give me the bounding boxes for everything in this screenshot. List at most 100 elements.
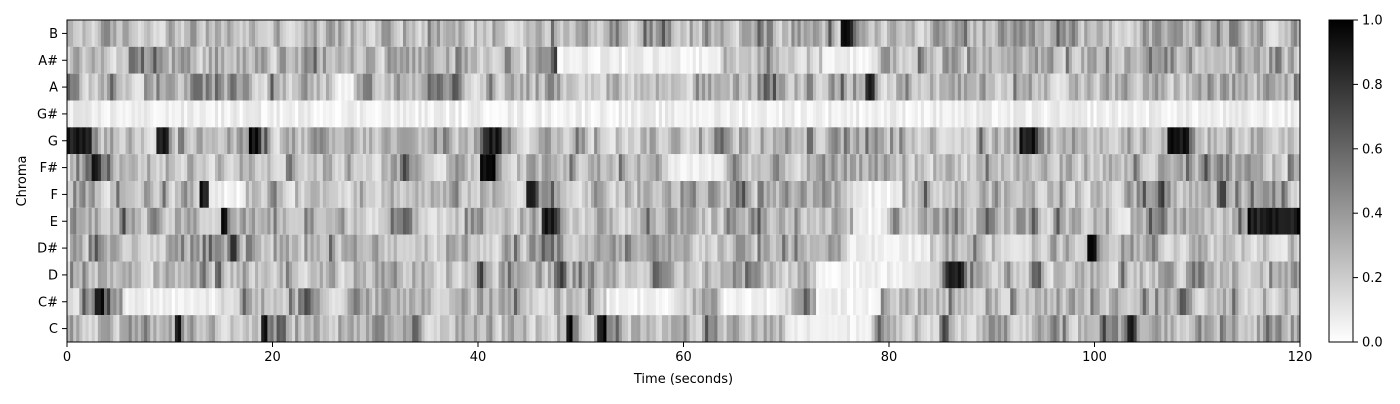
heatmap-cell <box>1121 181 1125 208</box>
heatmap-cell <box>665 207 669 235</box>
heatmap-cell <box>483 154 487 181</box>
heatmap-cell <box>751 46 755 74</box>
heatmap-cell <box>550 20 555 47</box>
heatmap-cell <box>532 207 536 235</box>
heatmap-cell <box>446 127 450 155</box>
heatmap-cell <box>406 315 410 342</box>
heatmap-cell <box>612 181 617 208</box>
heatmap-cell <box>1096 46 1101 74</box>
heatmap-cell <box>615 20 620 47</box>
heatmap-cell <box>782 181 786 208</box>
heatmap-cell <box>313 288 318 316</box>
heatmap-cell <box>1219 154 1224 181</box>
heatmap-cell <box>313 154 318 181</box>
heatmap-cell <box>791 261 795 289</box>
heatmap-cell <box>467 46 472 74</box>
heatmap-cell <box>652 261 657 289</box>
heatmap-cell <box>221 73 225 101</box>
heatmap-cell <box>332 288 336 316</box>
heatmap-cell <box>1152 100 1156 128</box>
heatmap-cell <box>1182 127 1187 155</box>
heatmap-cell <box>732 46 737 74</box>
heatmap-cell <box>779 20 783 47</box>
heatmap-cell <box>939 288 943 316</box>
heatmap-cell <box>168 46 173 74</box>
heatmap-cell <box>455 261 459 289</box>
heatmap-cell <box>433 288 438 316</box>
heatmap-cell <box>600 20 604 47</box>
heatmap-cell <box>1170 73 1175 101</box>
heatmap-cell <box>214 20 219 47</box>
heatmap-cell <box>267 127 271 155</box>
heatmap-cell <box>307 154 311 181</box>
heatmap-cell <box>1136 207 1141 235</box>
heatmap-cell <box>751 207 755 235</box>
heatmap-cell <box>473 288 478 316</box>
heatmap-cell <box>341 288 345 316</box>
heatmap-cell <box>1139 261 1144 289</box>
heatmap-cell <box>985 315 990 342</box>
heatmap-cell <box>1247 20 1252 47</box>
heatmap-cell <box>665 181 669 208</box>
heatmap-cell <box>125 20 130 47</box>
heatmap-cell <box>640 234 644 262</box>
heatmap-cell <box>1028 46 1033 74</box>
heatmap-cell <box>1229 315 1233 342</box>
heatmap-cell <box>788 100 792 128</box>
heatmap-cell <box>816 73 820 101</box>
heatmap-cell <box>646 46 650 74</box>
heatmap-cell <box>831 234 835 262</box>
heatmap-cell <box>239 234 244 262</box>
heatmap-cell <box>147 315 151 342</box>
heatmap-cell <box>671 100 675 128</box>
heatmap-cell <box>812 234 817 262</box>
heatmap-cell <box>128 127 133 155</box>
heatmap-cell <box>738 73 743 101</box>
heatmap-cell <box>587 207 592 235</box>
heatmap-cell <box>430 207 435 235</box>
heatmap-cell <box>270 234 274 262</box>
heatmap-cell <box>131 288 136 316</box>
heatmap-cell <box>67 261 71 289</box>
heatmap-cell <box>587 100 592 128</box>
heatmap-cell <box>338 46 342 74</box>
heatmap-cell <box>991 234 996 262</box>
heatmap-cell <box>964 234 968 262</box>
heatmap-cell <box>427 234 432 262</box>
heatmap-cell <box>880 234 885 262</box>
heatmap-cell <box>954 315 959 342</box>
heatmap-cell <box>535 100 540 128</box>
heatmap-cell <box>695 73 700 101</box>
heatmap-cell <box>107 288 111 316</box>
heatmap-cell <box>366 234 370 262</box>
heatmap-cell <box>899 127 903 155</box>
heatmap-cell <box>1161 234 1165 262</box>
heatmap-cell <box>208 73 213 101</box>
heatmap-cell <box>1105 234 1110 262</box>
heatmap-cell <box>557 20 561 47</box>
heatmap-cell <box>156 73 160 101</box>
heatmap-cell <box>1050 288 1054 316</box>
heatmap-cell <box>997 288 1002 316</box>
heatmap-cell <box>1068 315 1073 342</box>
heatmap-cell <box>960 154 965 181</box>
heatmap-cell <box>1062 100 1067 128</box>
heatmap-cell <box>91 100 96 128</box>
heatmap-cell <box>251 100 256 128</box>
heatmap-cell <box>1247 207 1252 235</box>
heatmap-cell <box>834 20 839 47</box>
heatmap-cell <box>683 73 687 101</box>
heatmap-cell <box>1025 234 1030 262</box>
heatmap-cell <box>504 181 509 208</box>
heatmap-cell <box>131 154 136 181</box>
heatmap-cell <box>486 288 490 316</box>
heatmap-cell <box>902 127 906 155</box>
heatmap-cell <box>251 288 256 316</box>
heatmap-cell <box>846 207 851 235</box>
heatmap-cell <box>856 181 860 208</box>
heatmap-cell <box>378 234 382 262</box>
heatmap-cell <box>812 127 817 155</box>
heatmap-cell <box>402 100 407 128</box>
heatmap-cell <box>991 127 996 155</box>
heatmap-cell <box>1216 261 1221 289</box>
